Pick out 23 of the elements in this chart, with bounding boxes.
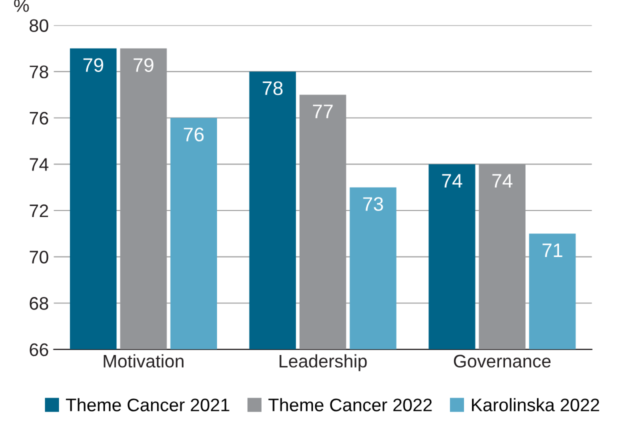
x-tick-label: Governance	[454, 354, 551, 368]
data-label: 74	[442, 174, 462, 188]
legend-label: Karolinska 2022	[472, 398, 600, 412]
y-tick-label: 70	[30, 250, 48, 264]
legend-label: Theme Cancer 2021	[66, 398, 230, 412]
y-tick-label: 78	[30, 66, 48, 78]
x-tick-label: Motivation	[104, 354, 184, 368]
data-label: 74	[492, 174, 512, 188]
data-label: 78	[262, 81, 283, 96]
data-label: 73	[363, 197, 384, 211]
y-tick-label: 68	[30, 297, 48, 310]
y-tick-label: 80	[30, 19, 48, 32]
y-tick-label: 72	[30, 204, 48, 218]
y-tick-label: 74	[30, 158, 48, 171]
x-tick-label: Leadership	[280, 354, 367, 372]
data-label: 77	[313, 104, 333, 118]
data-label: 79	[134, 58, 154, 72]
data-label: 76	[184, 128, 204, 142]
data-label: 71	[542, 244, 562, 258]
y-tick-label: 66	[30, 343, 48, 356]
legend-label: Theme Cancer 2022	[268, 398, 432, 412]
y-tick-label: 76	[30, 112, 48, 125]
data-label: 79	[83, 58, 104, 72]
